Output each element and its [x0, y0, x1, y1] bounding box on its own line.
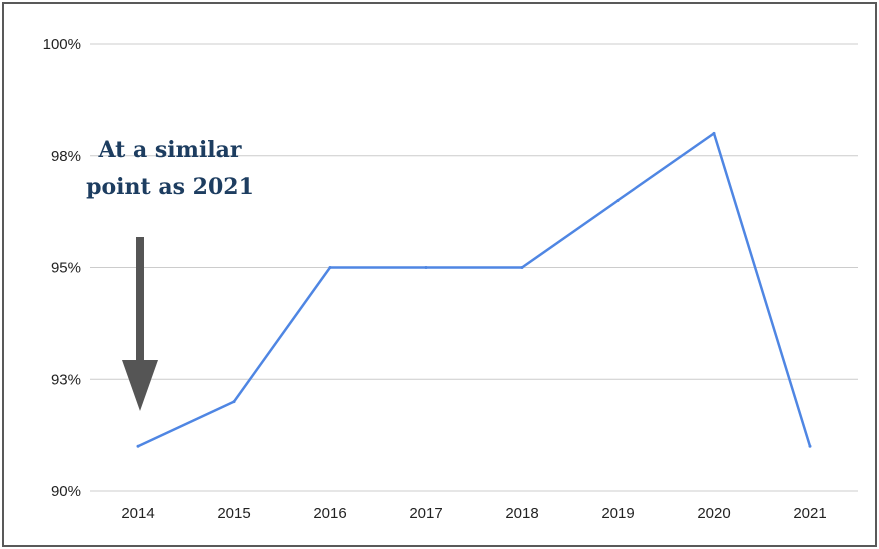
y-tick-label: 98% — [51, 148, 81, 165]
annotation: At a similar point as 2021 — [86, 137, 254, 411]
data-point — [424, 266, 428, 269]
x-tick-label: 2021 — [793, 505, 826, 522]
y-tick-label: 95% — [51, 260, 81, 277]
y-axis-ticks: 90% 93% 95% 98% 100% — [43, 36, 81, 500]
data-point — [328, 266, 332, 269]
series-layer — [136, 131, 812, 448]
x-tick-label: 2020 — [697, 505, 730, 522]
x-axis-ticks: 2014 2015 2016 2017 2018 2019 2020 2021 — [121, 505, 826, 522]
annotation-line-2: point as 2021 — [86, 174, 254, 200]
x-tick-label: 2016 — [313, 505, 346, 522]
y-tick-label: 93% — [51, 371, 81, 388]
data-point — [712, 131, 716, 135]
x-tick-label: 2014 — [121, 505, 154, 522]
x-tick-label: 2018 — [505, 505, 538, 522]
y-tick-label: 90% — [51, 483, 81, 500]
data-point — [232, 400, 236, 404]
data-point — [808, 444, 812, 448]
x-tick-label: 2015 — [217, 505, 250, 522]
y-tick-label: 100% — [43, 36, 81, 53]
data-point — [520, 266, 524, 269]
series-line — [137, 132, 812, 448]
annotation-line-1: At a similar — [98, 137, 242, 163]
data-point — [616, 198, 620, 202]
down-arrow-icon — [122, 237, 158, 411]
x-tick-label: 2017 — [409, 505, 442, 522]
x-tick-label: 2019 — [601, 505, 634, 522]
data-point — [136, 444, 140, 448]
